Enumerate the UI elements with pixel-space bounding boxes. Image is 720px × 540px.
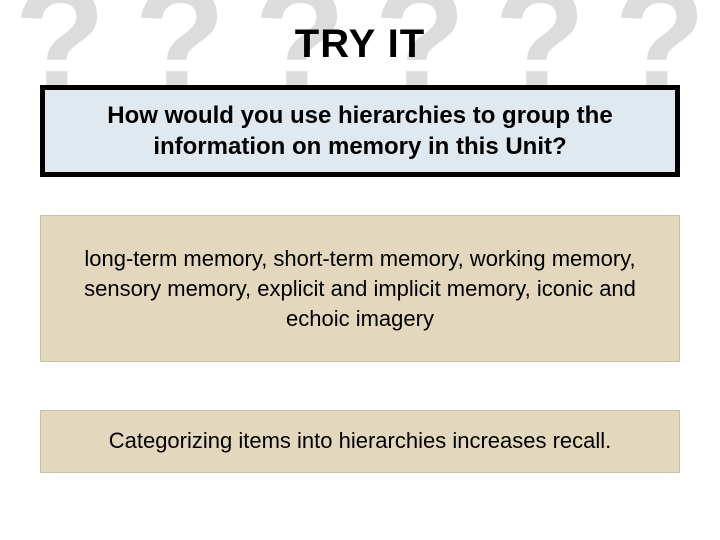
slide-content: TRY IT How would you use hierarchies to … bbox=[0, 0, 720, 540]
answer-box: long-term memory, short-term memory, wor… bbox=[40, 215, 680, 362]
slide-title: TRY IT bbox=[295, 22, 425, 67]
question-box: How would you use hierarchies to group t… bbox=[40, 85, 680, 177]
summary-text: Categorizing items into hierarchies incr… bbox=[61, 427, 659, 456]
summary-box: Categorizing items into hierarchies incr… bbox=[40, 410, 680, 473]
answer-text: long-term memory, short-term memory, wor… bbox=[73, 244, 647, 333]
question-text: How would you use hierarchies to group t… bbox=[65, 100, 655, 162]
